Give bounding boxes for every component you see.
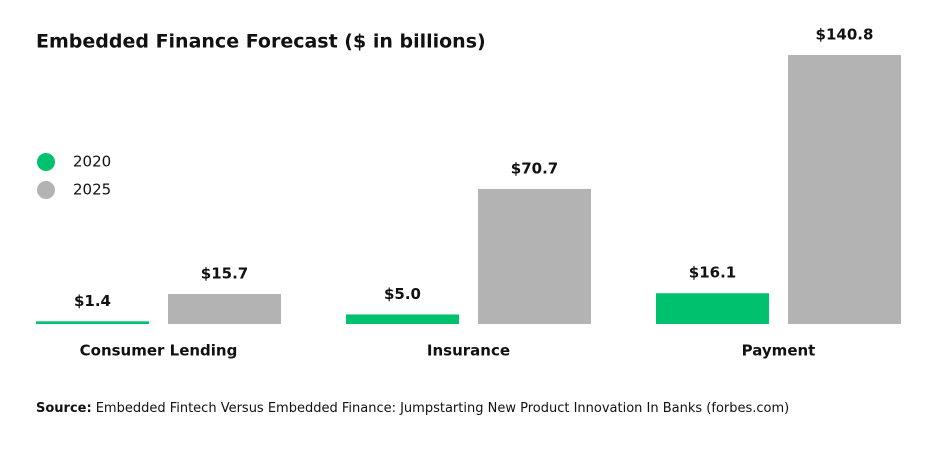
- legend-label: 2025: [73, 181, 111, 199]
- source-label: Source:: [36, 401, 92, 416]
- legend-marker: [37, 181, 55, 199]
- x-tick-label: Consumer Lending: [80, 342, 238, 360]
- bar: [478, 188, 591, 324]
- x-tick-label: Insurance: [427, 342, 510, 360]
- legend-label: 2020: [73, 153, 111, 171]
- value-label: $140.8: [816, 26, 874, 44]
- value-label: $15.7: [201, 265, 248, 283]
- value-label: $1.4: [74, 292, 111, 310]
- bar: [36, 321, 149, 324]
- value-label: $16.1: [689, 264, 736, 282]
- value-label: $70.7: [511, 159, 558, 177]
- bar: [346, 314, 459, 324]
- bar: [168, 294, 281, 324]
- value-label: $5.0: [384, 285, 421, 303]
- source: Source: Embedded Fintech Versus Embedded …: [36, 401, 789, 416]
- bar: [788, 55, 901, 324]
- x-tick-label: Payment: [742, 342, 816, 360]
- source-text: Embedded Fintech Versus Embedded Finance…: [96, 401, 790, 416]
- bar: [656, 293, 769, 324]
- legend-marker: [37, 153, 55, 171]
- chart-title: Embedded Finance Forecast ($ in billions…: [36, 31, 486, 53]
